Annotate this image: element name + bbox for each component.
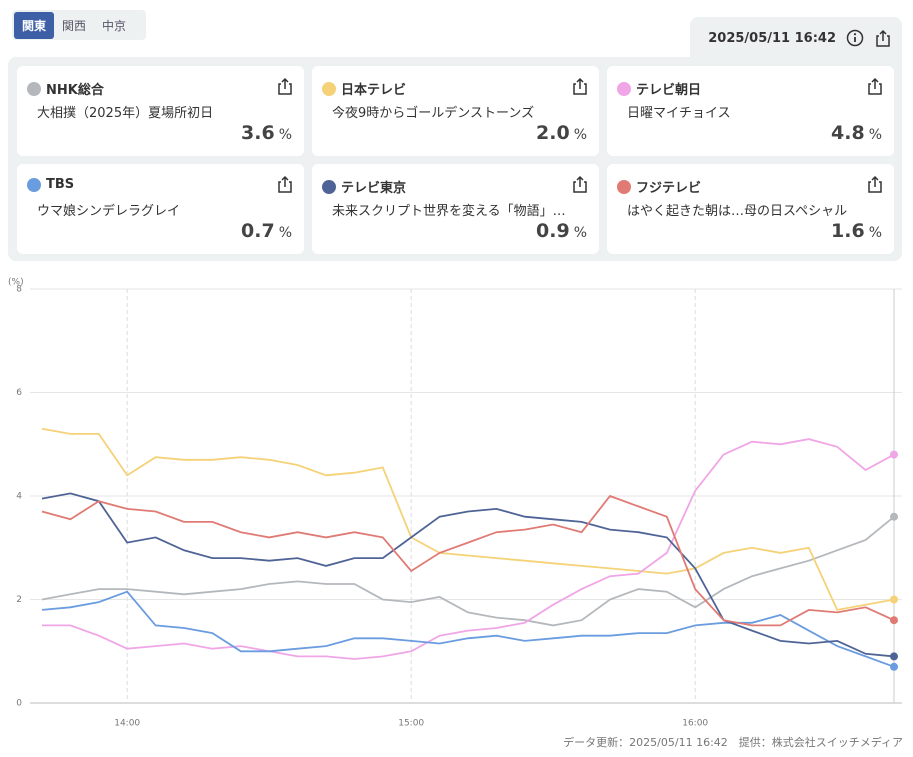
share-icon[interactable]: [571, 77, 589, 95]
rating: 0.7%: [241, 220, 292, 242]
end-dot: [890, 512, 898, 521]
channel-name-row: TBS: [27, 177, 74, 192]
program-title: 日曜マイチョイス: [627, 106, 731, 121]
series-line: [41, 516, 895, 627]
program-title: 大相撲（2025年）夏場所初日: [37, 106, 214, 121]
tab[interactable]: 関東: [14, 11, 55, 39]
x-tick-label: 14:00: [114, 719, 140, 729]
channel-card: 日本テレビ今夜9時からゴールデンストーンズ 2.0%: [312, 66, 599, 156]
channel-name: TBS: [46, 177, 75, 192]
rating-value: 2.0: [536, 122, 570, 144]
channel-card: フジテレビはやく起きた朝は…母の日スペシャル 1.6%: [607, 164, 894, 254]
end-dot: [890, 662, 898, 671]
footer: データ更新：2025/05/11 16:42 提供：株式会社スイッチメディア: [563, 736, 903, 749]
share-icon[interactable]: [571, 175, 589, 193]
rating: 1.6%: [831, 220, 882, 242]
program-title: 未来スクリプト世界を変える「物語」…: [332, 204, 566, 219]
chart: (%) 0 2 4 6 8 14:00 15:00 16:00: [8, 278, 902, 729]
channel-card: TBS ウマ娘シンデレラグレイ 0.7%: [17, 164, 304, 254]
series-line: [41, 590, 895, 668]
rating-unit: %: [278, 225, 292, 241]
channel-card: テレビ東京未来スクリプト世界を変える「物語」… 0.9%: [312, 164, 599, 254]
series-line: [41, 494, 895, 627]
y-tick-label: 4: [16, 492, 22, 502]
x-tick-label: 15:00: [398, 719, 424, 729]
end-dot: [890, 616, 898, 625]
rating-unit: %: [573, 127, 587, 143]
channel-dot: [617, 81, 631, 96]
share-icon[interactable]: [866, 77, 884, 95]
update-box: 2025/05/11 16:42: [690, 17, 902, 59]
rating: 2.0%: [536, 122, 587, 144]
channel-name: NHK総合: [46, 83, 104, 98]
end-dot: [890, 450, 898, 459]
channel-dot: [322, 81, 336, 96]
share-icon[interactable]: [276, 77, 294, 95]
channel-name: フジテレビ: [636, 181, 702, 196]
y-tick-label: 2: [16, 595, 22, 605]
channel-name: テレビ朝日: [636, 83, 702, 98]
rating-value: 3.6: [241, 122, 275, 144]
channel-name: テレビ東京: [341, 181, 407, 196]
rating-unit: %: [868, 225, 882, 241]
region-tabs: 関東 関西 中京: [12, 10, 146, 40]
share-icon[interactable]: [866, 175, 884, 193]
channel-name-row: フジテレビ: [617, 177, 701, 196]
channel-dot: [617, 179, 631, 194]
rating-value: 4.8: [831, 122, 865, 144]
channel-dot: [27, 177, 41, 192]
channel-name-row: テレビ東京: [322, 177, 406, 196]
series-line: [42, 438, 895, 660]
share-icon[interactable]: [276, 175, 294, 193]
channel-card: テレビ朝日日曜マイチョイス 4.8%: [607, 66, 894, 156]
program-title: はやく起きた朝は…母の日スペシャル: [627, 204, 848, 219]
rating-unit: %: [868, 127, 882, 143]
rating: 4.8%: [831, 122, 882, 144]
rating-unit: %: [573, 225, 587, 241]
series-line: [41, 427, 895, 611]
rating-unit: %: [278, 127, 292, 143]
rating-value: 0.7: [241, 220, 275, 242]
channel-name: 日本テレビ: [341, 83, 407, 98]
channel-name-row: 日本テレビ: [322, 79, 406, 98]
program-title: ウマ娘シンデレラグレイ: [37, 204, 181, 219]
channel-name-row: NHK総合: [27, 79, 104, 98]
y-tick-label: 0: [16, 699, 22, 709]
update-time: 2025/05/11 16:42: [708, 30, 836, 46]
cards-panel: NHK総合 大相撲（2025年）夏場所初日 3.6% 日本テレビ 今夜9時からゴールデン…: [8, 57, 902, 261]
channel-dot: [27, 81, 41, 96]
program-title: 今夜9時からゴールデンストーンズ: [332, 106, 535, 121]
rating-value: 0.9: [536, 220, 570, 242]
rating: 0.9%: [536, 220, 587, 242]
end-dot: [890, 652, 898, 661]
share-icon[interactable]: [874, 29, 892, 47]
x-tick-label: 16:00: [682, 719, 708, 729]
tab[interactable]: 中京: [102, 18, 127, 33]
y-tick-label: 8: [16, 285, 22, 295]
rating-value: 1.6: [831, 220, 865, 242]
channel-dot: [322, 179, 336, 194]
channel-card: NHK総合大相撲（2025年）夏場所初日 3.6%: [17, 66, 304, 156]
y-tick-label: 6: [16, 388, 22, 398]
info-icon[interactable]: [846, 29, 864, 47]
end-dot: [890, 595, 898, 604]
tab[interactable]: 関西: [62, 18, 87, 33]
y-axis-unit: (%): [8, 278, 24, 288]
rating: 3.6%: [241, 122, 292, 144]
series-line: [41, 492, 895, 658]
channel-name-row: テレビ朝日: [617, 79, 701, 98]
